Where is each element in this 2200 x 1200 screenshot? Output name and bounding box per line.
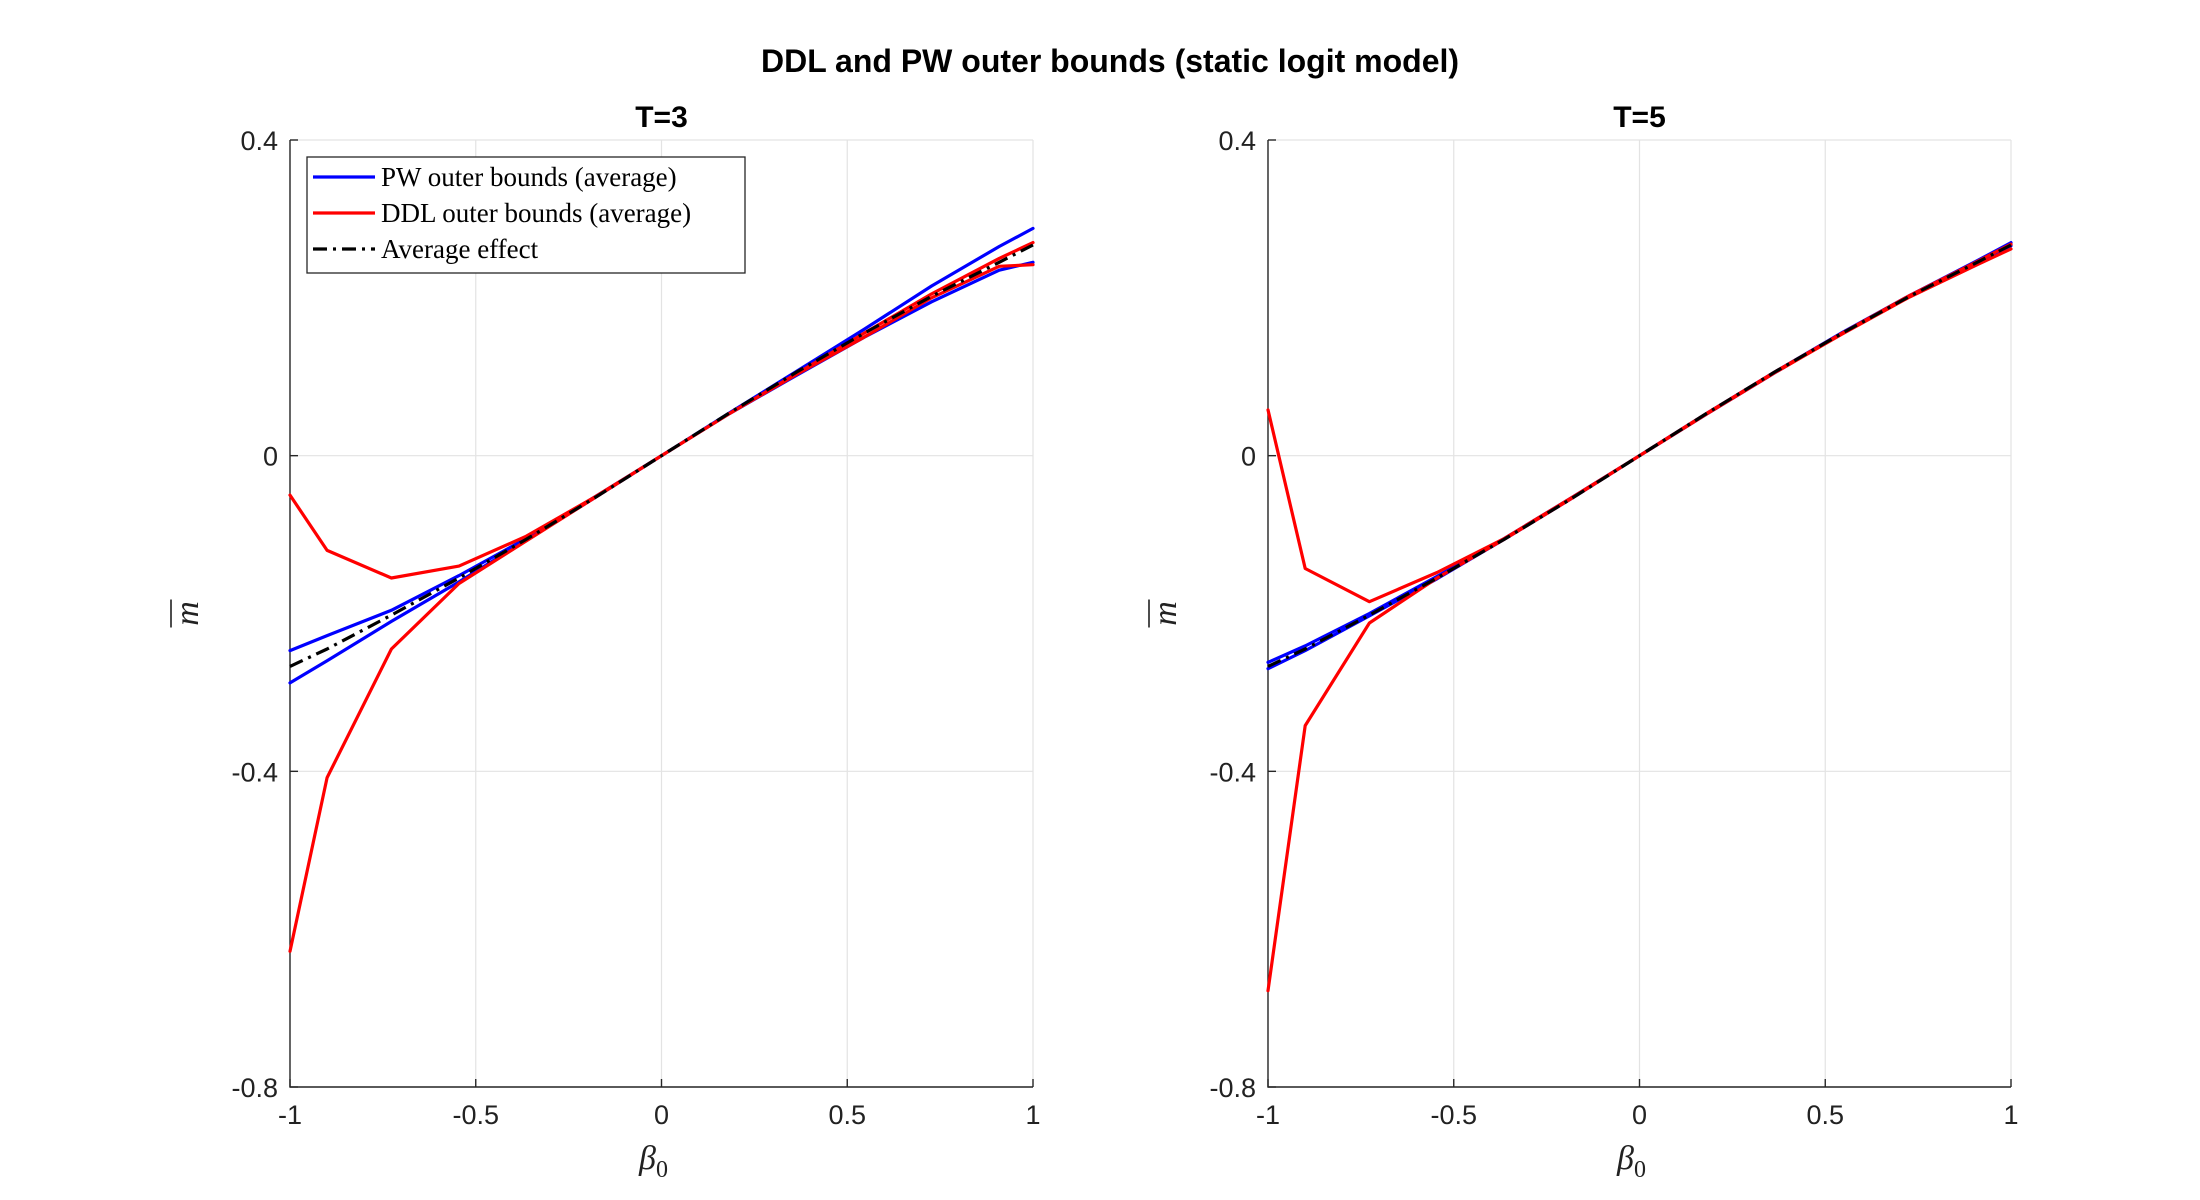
figure-title: DDL and PW outer bounds (static logit mo… [761, 43, 1459, 79]
chart0-legend-label-ddl: DDL outer bounds (average) [381, 198, 691, 228]
chart1-ytick-label: -0.4 [1209, 757, 1256, 787]
chart0-ytick-label: -0.8 [231, 1073, 278, 1103]
chart0-series-avg-line [289, 243, 1034, 668]
chart0-legend-label-avg: Average effect [381, 234, 539, 264]
chart0-ytick-label: 0.4 [240, 126, 278, 156]
chart1-xtick-label: 1 [2003, 1100, 2018, 1130]
chart0-xtick-label: -1 [278, 1100, 302, 1130]
chart0-ytick-label: 0 [263, 442, 278, 472]
chart0-xlabel: β0 [638, 1140, 668, 1183]
chart0-xtick-label: 0.5 [828, 1100, 866, 1130]
chart0-legend-box [306, 156, 746, 274]
chart1-ytick-label: 0 [1241, 442, 1256, 472]
chart0-title: T=3 [635, 101, 688, 134]
chart1-xlabel: β0 [1616, 1140, 1646, 1183]
chart1-xtick-label: -0.5 [1430, 1100, 1477, 1130]
chart0-ytick-label: -0.4 [231, 757, 278, 787]
chart0-xlabel-subscript: 0 [656, 1157, 668, 1183]
chart0-ylabel-text: m [169, 601, 206, 626]
chart0-legend-label-pw: PW outer bounds (average) [381, 162, 677, 192]
chart1-xlabel-subscript: 0 [1634, 1157, 1646, 1183]
chart0-xlabel-symbol: β [638, 1140, 656, 1177]
chart1-title: T=5 [1613, 101, 1666, 134]
chart0-ylabel: m [169, 599, 206, 628]
chart0-legend: PW outer bounds (average) DDL outer bound… [306, 156, 746, 274]
chart1-series-avg-line [1267, 243, 2012, 668]
chart0-xtick-label: 1 [1025, 1100, 1040, 1130]
chart1-ylabel: m [1147, 599, 1184, 628]
chart0-xtick-label: -0.5 [452, 1100, 499, 1130]
chart1-xtick-label: -1 [1256, 1100, 1280, 1130]
chart1-xtick-label: 0.5 [1806, 1100, 1844, 1130]
chart1-xtick-label: 0 [1632, 1100, 1647, 1130]
chart1-ylabel-text: m [1147, 601, 1184, 626]
chart1-ytick-label: 0.4 [1218, 126, 1256, 156]
chart1-ytick-label: -0.8 [1209, 1073, 1256, 1103]
chart0-xtick-label: 0 [654, 1100, 669, 1130]
chart1-xlabel-symbol: β [1616, 1140, 1634, 1177]
